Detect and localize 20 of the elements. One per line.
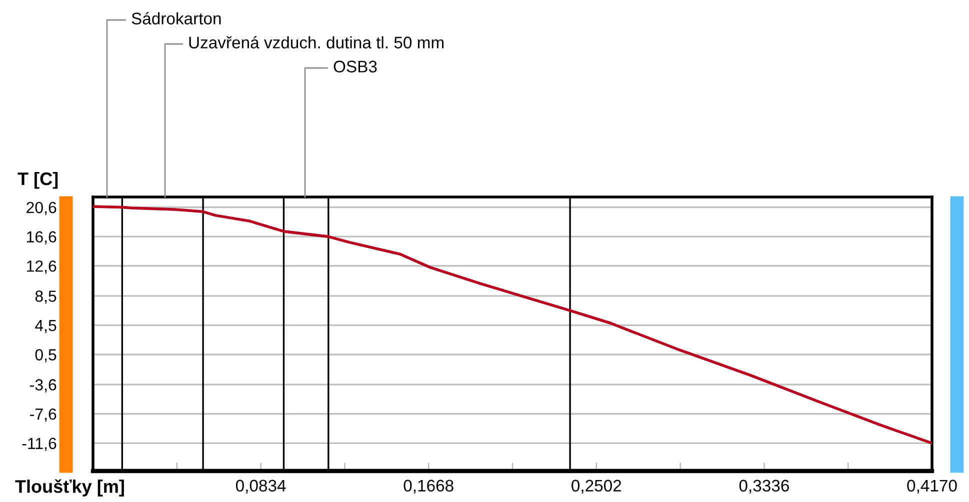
y-tick-label: -11,6 bbox=[22, 438, 56, 451]
y-tick-label: 0,5 bbox=[35, 349, 56, 362]
text: Uzavřená vzduch. dutina tl. 50 mm bbox=[189, 36, 444, 48]
x-tick-label: 0,1668 bbox=[404, 480, 454, 494]
x-tick-label: 0,2502 bbox=[572, 480, 622, 494]
y-tick-label: 4,5 bbox=[35, 320, 56, 334]
y-tick-label: -3,6 bbox=[30, 379, 56, 392]
x-tick-label: 0,0834 bbox=[236, 480, 286, 494]
text: Sádrokarton bbox=[132, 12, 221, 24]
x-tick-label: 0,3336 bbox=[739, 480, 789, 494]
x-tick-label: 0,4170 bbox=[907, 480, 957, 494]
y-tick-label: 20,6 bbox=[26, 202, 56, 216]
y-tick-label: 12,6 bbox=[27, 260, 56, 274]
y-tick-label: -7,6 bbox=[30, 408, 56, 422]
y-tick-label: 16,6 bbox=[27, 231, 56, 244]
x-axis-title: Tloušťky [m] bbox=[15, 479, 124, 496]
y-tick-label: 8,5 bbox=[35, 290, 56, 304]
line-series bbox=[93, 205, 932, 445]
text: OSB3 bbox=[334, 60, 377, 72]
y-axis-title: T [C] bbox=[18, 172, 58, 189]
